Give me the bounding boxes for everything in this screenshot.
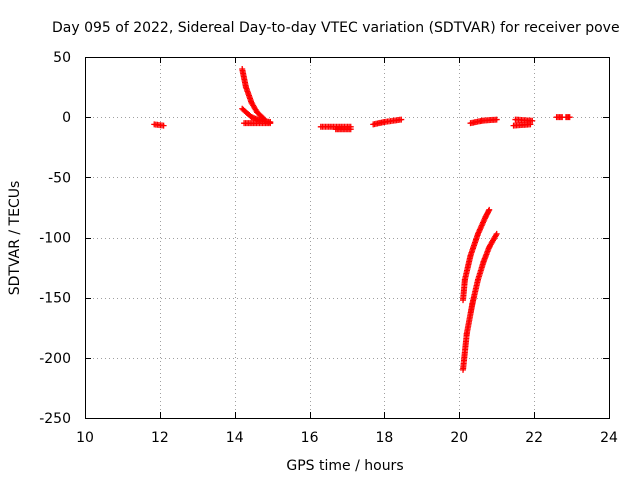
x-tick-label: 22	[525, 430, 543, 446]
y-tick-label: 0	[62, 110, 71, 126]
y-tick-label: 50	[53, 50, 71, 66]
data-point	[347, 126, 354, 133]
x-axis-label: GPS time / hours	[286, 458, 403, 474]
y-tick-labels: 50 0 -50 -100 -150 -200 -250	[39, 50, 71, 427]
x-tick-label: 24	[600, 430, 618, 446]
y-tick-label: -250	[39, 411, 71, 427]
y-tick-label: -100	[39, 231, 71, 247]
x-tick-labels: 10 12 14 16 18 20 22 24	[76, 430, 618, 446]
data-point	[398, 116, 405, 123]
axis-ticks	[85, 57, 610, 419]
x-tick-label: 20	[450, 430, 468, 446]
x-tick-label: 14	[226, 430, 244, 446]
y-tick-label: -50	[48, 170, 71, 186]
data-point	[529, 117, 536, 124]
chart-title: Day 095 of 2022, Sidereal Day-to-day VTE…	[52, 20, 620, 36]
data-point	[486, 206, 493, 213]
data-point	[267, 120, 274, 127]
data-point	[566, 114, 573, 121]
y-axis-label: SDTVAR / TECUs	[7, 181, 23, 296]
y-tick-label: -150	[39, 291, 71, 307]
grid-lines	[85, 57, 609, 418]
x-tick-label: 16	[301, 430, 319, 446]
x-tick-label: 12	[151, 430, 169, 446]
data-point	[492, 232, 499, 239]
data-point	[160, 122, 167, 129]
plot-frame	[85, 57, 610, 419]
data-point	[493, 230, 500, 237]
data-points	[151, 66, 573, 373]
data-point	[527, 121, 534, 128]
data-point	[493, 116, 500, 123]
y-tick-label: -200	[39, 351, 71, 367]
x-tick-label: 10	[76, 430, 94, 446]
x-tick-label: 18	[376, 430, 394, 446]
